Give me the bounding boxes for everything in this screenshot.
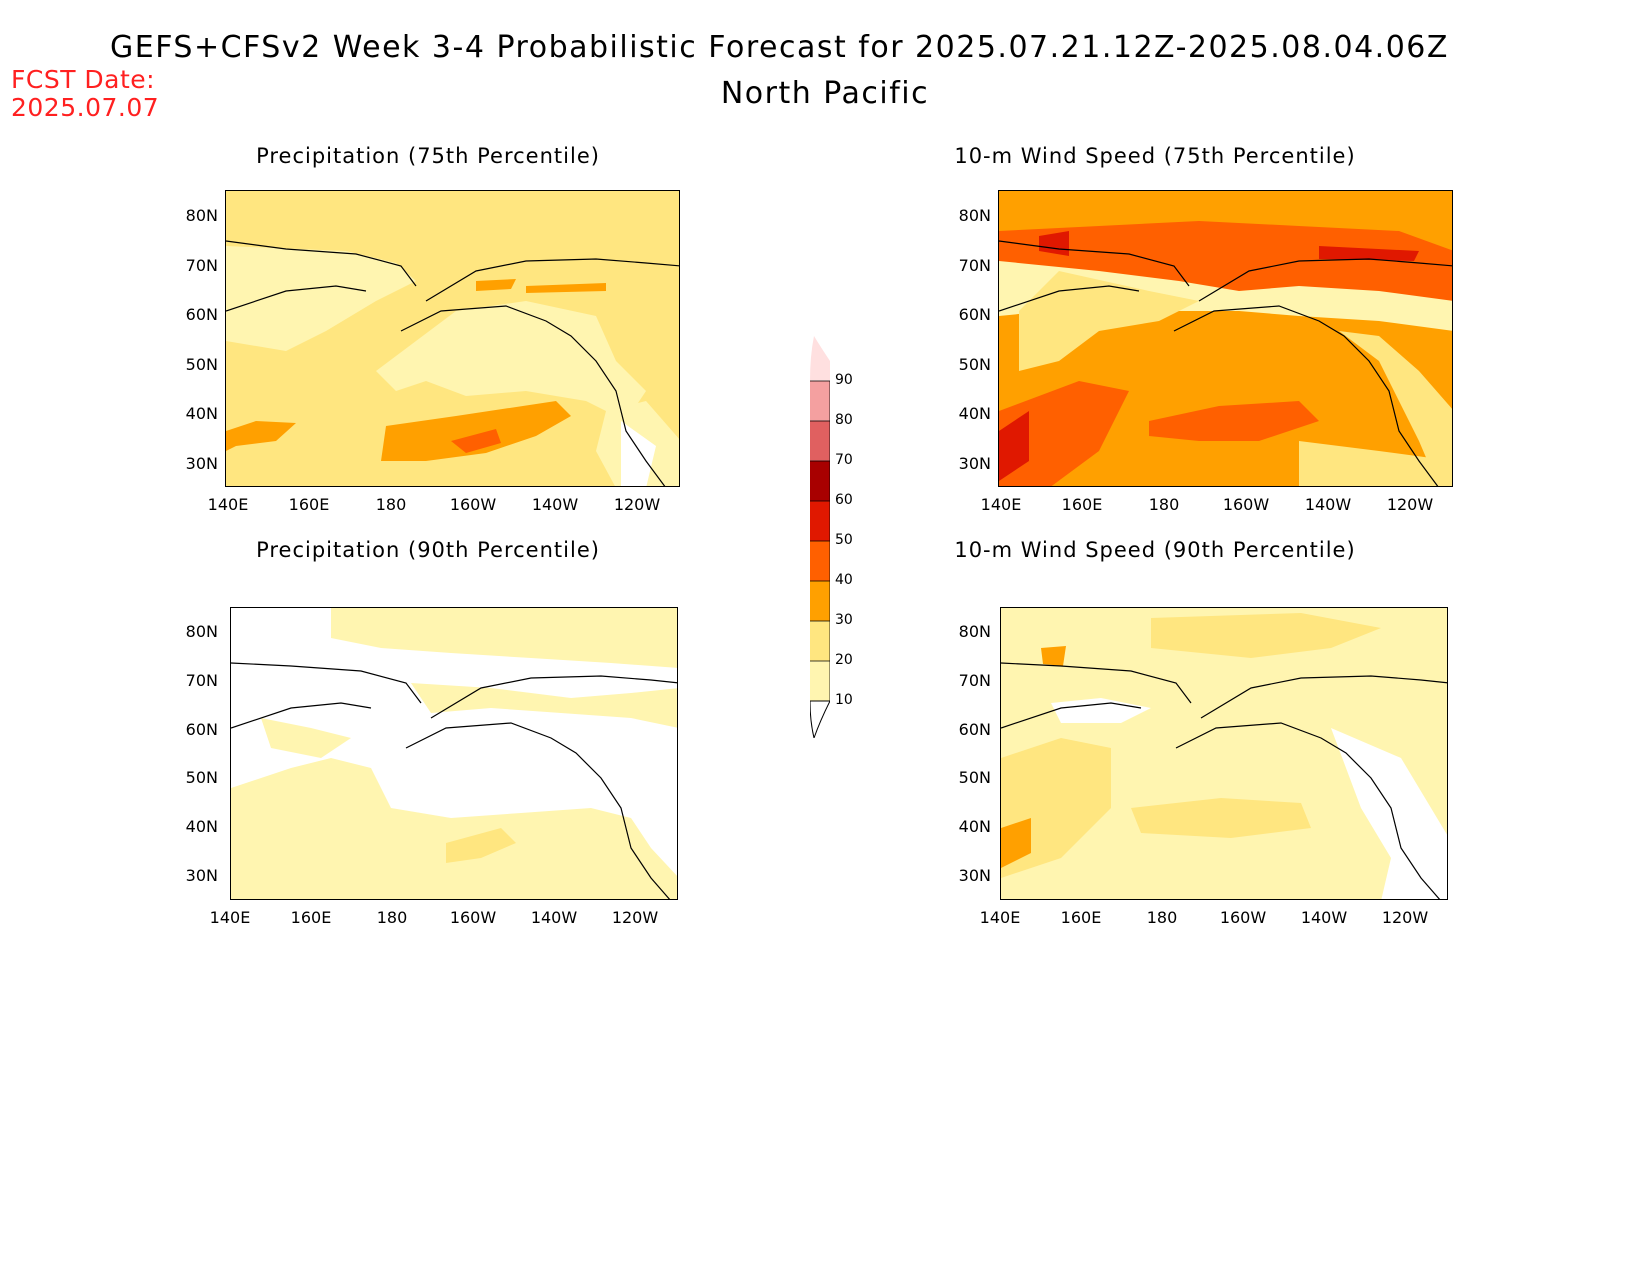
- colorbar-label: 80: [835, 412, 853, 428]
- lat-tick: 50N: [958, 768, 991, 787]
- lat-tick: 70N: [958, 671, 991, 690]
- colorbar-label: 10: [835, 692, 853, 708]
- lon-tick: 140W: [1300, 908, 1348, 927]
- lon-tick: 140W: [530, 908, 578, 927]
- lon-tick: 140E: [209, 908, 251, 927]
- panel-title-wind-90: 10-m Wind Speed (90th Percentile): [954, 538, 1356, 562]
- fcst-date-label: FCST Date:: [11, 65, 156, 94]
- colorbar-segment-70: [810, 421, 830, 461]
- colorbar-segment-10: [810, 661, 830, 701]
- lat-tick: 40N: [185, 404, 218, 423]
- lon-tick: 120W: [1386, 495, 1434, 514]
- region-subtitle: North Pacific: [720, 76, 930, 111]
- map-precip-90-svg: [231, 608, 677, 899]
- colorbar-segment-50: [810, 501, 830, 541]
- fcst-date-value: 2025.07.07: [11, 93, 160, 122]
- lon-tick: 160W: [1219, 908, 1267, 927]
- lat-tick: 50N: [958, 355, 991, 374]
- panel-title-precip-90: Precipitation (90th Percentile): [256, 538, 600, 562]
- map-panel-wind-90: [1000, 607, 1448, 900]
- lon-tick: 160W: [1222, 495, 1270, 514]
- lon-tick: 120W: [1381, 908, 1429, 927]
- lat-tick: 30N: [958, 454, 991, 473]
- map-wind-90-svg: [1001, 613, 1447, 899]
- map-panel-precip-90: [230, 607, 678, 900]
- colorbar-label: 90: [835, 372, 853, 388]
- map-panel-precip-75: [225, 190, 680, 487]
- lon-tick: 160E: [1061, 495, 1103, 514]
- colorbar-label: 20: [835, 652, 853, 668]
- lon-tick: 160E: [288, 495, 330, 514]
- colorbar-segment-40: [810, 541, 830, 581]
- colorbar-label: 40: [835, 572, 853, 588]
- lon-tick: 140E: [207, 495, 249, 514]
- panel-title-wind-75: 10-m Wind Speed (75th Percentile): [954, 144, 1356, 168]
- panel-title-precip-75: Precipitation (75th Percentile): [256, 144, 600, 168]
- lon-tick: 160W: [449, 495, 497, 514]
- main-title: GEFS+CFSv2 Week 3-4 Probabilistic Foreca…: [110, 30, 1449, 65]
- lat-tick: 30N: [185, 866, 218, 885]
- lat-tick: 30N: [185, 454, 218, 473]
- lat-tick: 60N: [185, 305, 218, 324]
- lat-tick: 60N: [958, 720, 991, 739]
- colorbar-segment-60: [810, 461, 830, 501]
- lat-tick: 80N: [958, 622, 991, 641]
- colorbar-svg: [809, 336, 831, 740]
- colorbar-segment-20: [810, 621, 830, 661]
- colorbar-bottom-triangle: [809, 700, 831, 740]
- lat-tick: 80N: [185, 622, 218, 641]
- lat-tick: 50N: [185, 355, 218, 374]
- lon-tick: 160E: [1060, 908, 1102, 927]
- lon-tick: 140E: [980, 495, 1022, 514]
- lat-tick: 60N: [185, 720, 218, 739]
- lon-tick: 180: [376, 908, 408, 927]
- lon-tick: 180: [1146, 908, 1178, 927]
- map-wind-75-svg: [999, 221, 1452, 486]
- colorbar: [809, 336, 831, 740]
- colorbar-segment-80: [810, 381, 830, 421]
- lon-tick: 120W: [613, 495, 661, 514]
- colorbar-label: 60: [835, 492, 853, 508]
- map-precip-75-svg: [226, 240, 679, 486]
- colorbar-segment-30: [810, 581, 830, 621]
- colorbar-top-triangle: [810, 336, 830, 381]
- colorbar-label: 50: [835, 532, 853, 548]
- lat-tick: 80N: [185, 206, 218, 225]
- lat-tick: 30N: [958, 866, 991, 885]
- lat-tick: 40N: [958, 817, 991, 836]
- lon-tick: 160W: [449, 908, 497, 927]
- lat-tick: 40N: [958, 404, 991, 423]
- lon-tick: 160E: [290, 908, 332, 927]
- lat-tick: 70N: [185, 256, 218, 275]
- lat-tick: 70N: [958, 256, 991, 275]
- colorbar-label: 30: [835, 612, 853, 628]
- map-panel-wind-75: [998, 190, 1453, 487]
- lon-tick: 180: [375, 495, 407, 514]
- lat-tick: 50N: [185, 768, 218, 787]
- lat-tick: 80N: [958, 206, 991, 225]
- lon-tick: 120W: [611, 908, 659, 927]
- lon-tick: 140E: [979, 908, 1021, 927]
- lat-tick: 40N: [185, 817, 218, 836]
- colorbar-label: 70: [835, 452, 853, 468]
- lon-tick: 180: [1148, 495, 1180, 514]
- lon-tick: 140W: [531, 495, 579, 514]
- lon-tick: 140W: [1304, 495, 1352, 514]
- lat-tick: 70N: [185, 671, 218, 690]
- lat-tick: 60N: [958, 305, 991, 324]
